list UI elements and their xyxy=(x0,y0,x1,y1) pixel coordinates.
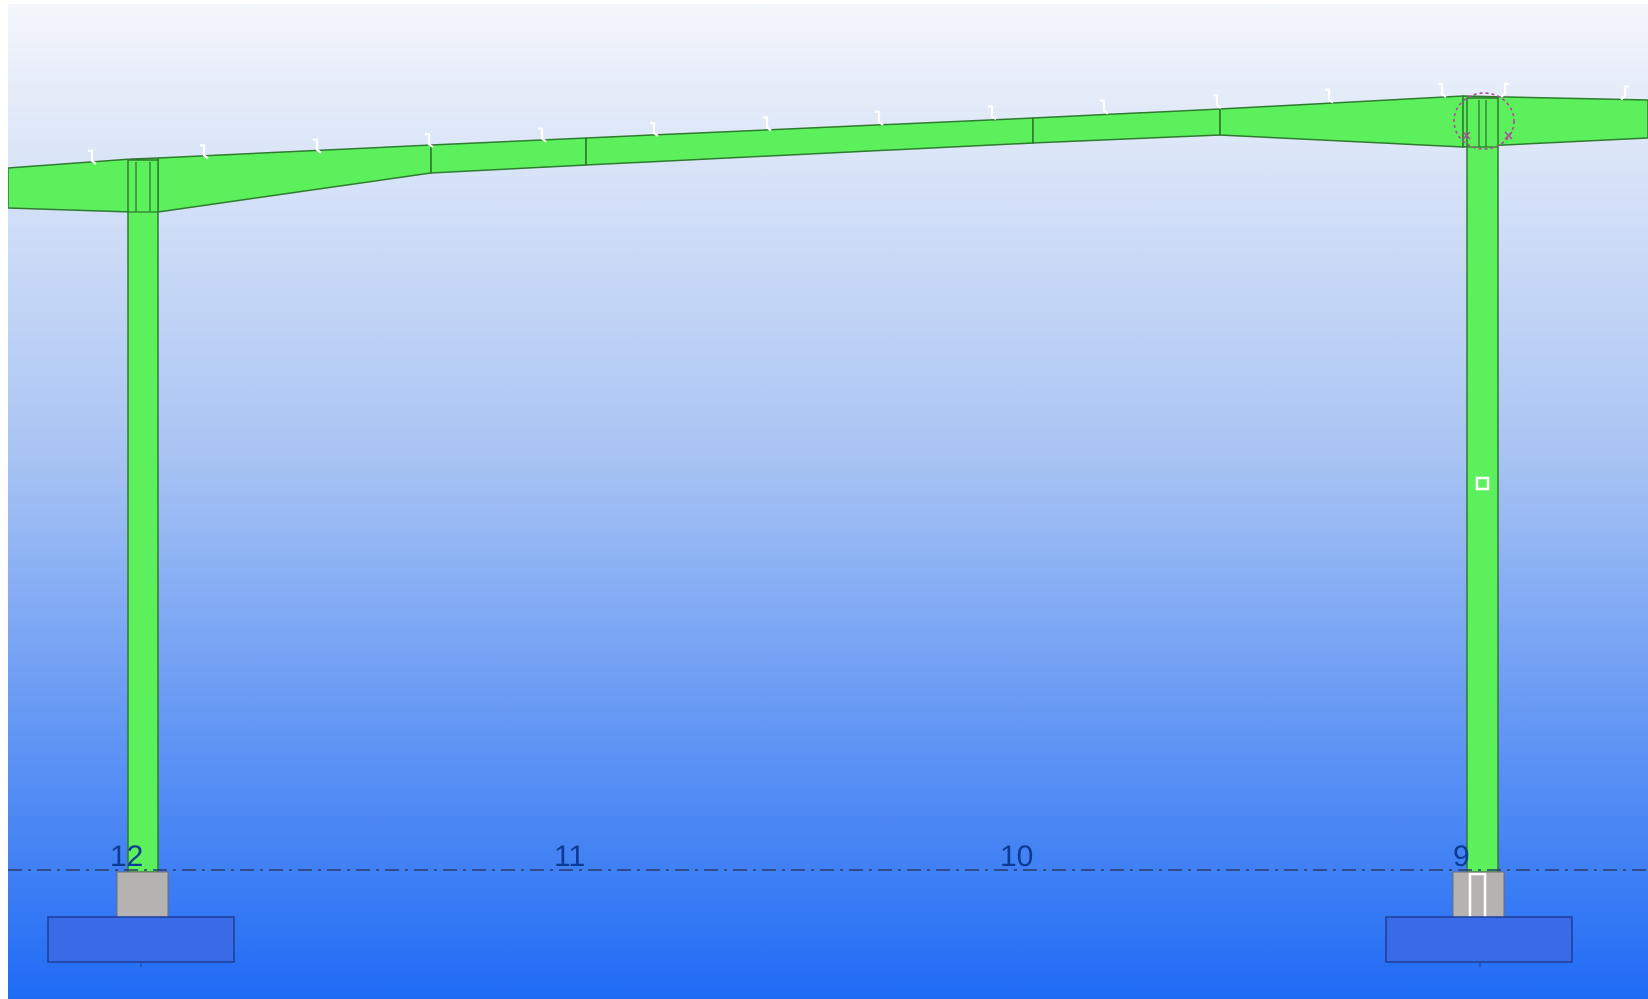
purlin-marker[interactable] xyxy=(538,127,547,143)
purlin-marker[interactable] xyxy=(650,121,659,137)
purlin-marker[interactable] xyxy=(425,133,434,149)
purlin-marker[interactable] xyxy=(1325,88,1334,104)
grid-label-11: 11 xyxy=(554,840,585,873)
foundation-left[interactable] xyxy=(47,871,235,967)
grid-label-10: 10 xyxy=(1000,840,1033,873)
purlin-marker[interactable] xyxy=(200,144,209,160)
purlin-marker[interactable] xyxy=(313,138,322,154)
purlin-marker[interactable] xyxy=(875,110,884,126)
column-right-mid-marker[interactable] xyxy=(1475,476,1490,491)
selection-marker[interactable] xyxy=(1453,92,1515,150)
purlin-markers xyxy=(88,82,1629,165)
grid-label-12: 12 xyxy=(110,840,143,873)
purlin-marker[interactable] xyxy=(763,116,772,132)
grid-label-9: 9 xyxy=(1453,840,1470,873)
column-right[interactable] xyxy=(1466,97,1499,873)
footing-right[interactable] xyxy=(1385,916,1573,963)
pedestal-right[interactable] xyxy=(1452,871,1505,918)
column-left-shaft[interactable] xyxy=(127,159,159,873)
structural-elevation-view[interactable]: 12 11 10 9 xyxy=(8,4,1648,999)
column-left[interactable] xyxy=(127,159,159,873)
purlin-marker[interactable] xyxy=(988,105,997,121)
pedestal-left[interactable] xyxy=(116,871,169,918)
foundation-right[interactable] xyxy=(1385,871,1573,967)
model-viewport[interactable]: 12 11 10 9 xyxy=(8,4,1648,999)
purlin-marker[interactable] xyxy=(1213,94,1222,110)
purlin-marker[interactable] xyxy=(88,149,97,165)
purlin-marker[interactable] xyxy=(1100,99,1109,115)
purlin-marker[interactable] xyxy=(1620,85,1629,101)
footing-left[interactable] xyxy=(47,916,235,963)
rafter[interactable] xyxy=(8,95,1648,213)
purlin-marker[interactable] xyxy=(1500,82,1509,98)
purlin-marker[interactable] xyxy=(1438,82,1447,98)
column-right-shaft[interactable] xyxy=(1466,97,1499,873)
